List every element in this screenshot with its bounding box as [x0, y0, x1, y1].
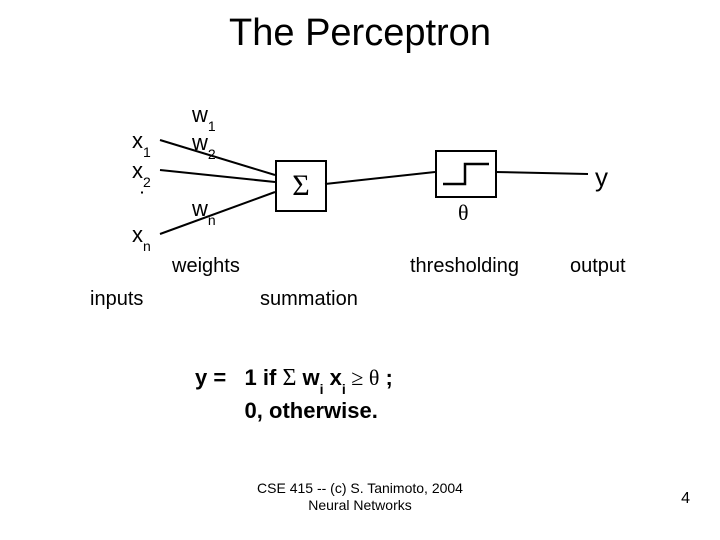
- weight-w1: w1: [192, 102, 216, 130]
- threshold-box: [435, 150, 497, 198]
- input-x2: x2: [132, 158, 151, 186]
- caption-weights: weights: [172, 255, 240, 278]
- page-number: 4: [681, 490, 690, 508]
- theta-label: θ: [458, 200, 469, 226]
- sigma-symbol: Σ: [292, 169, 309, 203]
- formula: y = 1 if Σ wi xi ≥ θ ; y = 0, otherwise.: [195, 362, 393, 427]
- slide: The Perceptron x1 x2 . . . xn w1 w2 wn Σ…: [0, 0, 720, 540]
- slide-footer: CSE 415 -- (c) S. Tanimoto, 2004 Neural …: [0, 480, 720, 514]
- step-function-icon: [437, 152, 495, 196]
- summation-box: Σ: [275, 160, 327, 212]
- weight-w2: w2: [192, 130, 216, 158]
- input-xn: xn: [132, 222, 151, 250]
- input-x1: x1: [132, 128, 151, 156]
- caption-thresholding: thresholding: [410, 255, 519, 278]
- caption-summation: summation: [260, 288, 358, 311]
- weight-wn: wn: [192, 196, 216, 224]
- output-y: y: [595, 162, 608, 193]
- caption-inputs: inputs: [90, 288, 143, 311]
- caption-output: output: [570, 255, 626, 278]
- page-title: The Perceptron: [0, 12, 720, 55]
